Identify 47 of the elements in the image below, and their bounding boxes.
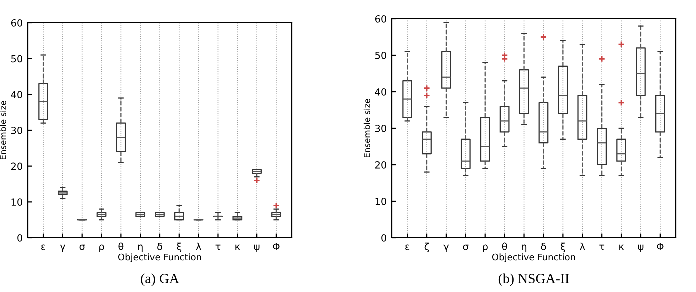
y-tick-label: 50 (12, 55, 22, 63)
y-tick-label: 60 (11, 19, 22, 27)
x-tick-label: δ (158, 243, 162, 250)
x-tick-label: Φ (273, 243, 280, 250)
x-axis-title: Objective Function (492, 254, 576, 262)
y-tick-label: 0 (382, 234, 386, 242)
x-tick-label: σ (463, 244, 469, 250)
x-tick-label: ζ (424, 242, 430, 252)
y-axis-title: Ensemble size (364, 99, 370, 158)
x-tick-label: η (522, 244, 527, 252)
x-tick-label: δ (541, 243, 546, 250)
x-tick-label: κ (236, 244, 240, 250)
y-tick-label: 20 (375, 161, 386, 169)
y-tick-label: 50 (376, 52, 386, 60)
x-tick-label: ρ (483, 244, 488, 252)
x-tick-label: λ (196, 242, 202, 250)
x-tick-label: ρ (100, 244, 104, 252)
y-tick-label: 10 (12, 198, 22, 206)
x-tick-label: λ (580, 242, 586, 250)
y-tick-label: 60 (375, 15, 386, 23)
x-tick-label: τ (600, 244, 605, 250)
y-tick-label: 40 (375, 88, 386, 96)
x-tick-label: ε (42, 244, 46, 250)
x-tick-label: η (138, 244, 143, 252)
y-tick-label: 30 (376, 124, 386, 132)
x-tick-label: ξ (177, 242, 182, 252)
x-tick-label: ψ (254, 244, 260, 252)
x-tick-label: ξ (560, 242, 566, 252)
y-tick-label: 40 (11, 91, 22, 98)
y-tick-label: 20 (11, 162, 22, 170)
text: (b) NSGA-II (498, 274, 570, 286)
text: (a) GA (141, 274, 180, 286)
x-tick-label: ε (406, 244, 410, 250)
y-axis-title: Ensemble size (0, 101, 6, 160)
x-tick-label: θ (118, 242, 124, 250)
x-tick-label: γ (444, 244, 450, 252)
y-tick-label: 0 (18, 234, 22, 242)
x-tick-label: τ (216, 244, 221, 250)
y-tick-label: 30 (12, 126, 22, 134)
x-axis-title: Objective Function (118, 254, 202, 262)
x-tick-label: κ (620, 244, 624, 250)
x-tick-label: θ (502, 242, 508, 250)
x-tick-label: Φ (657, 243, 664, 250)
x-tick-label: ψ (638, 244, 644, 252)
x-tick-label: σ (80, 244, 86, 250)
y-tick-label: 10 (376, 198, 386, 206)
x-tick-label: γ (60, 244, 66, 252)
